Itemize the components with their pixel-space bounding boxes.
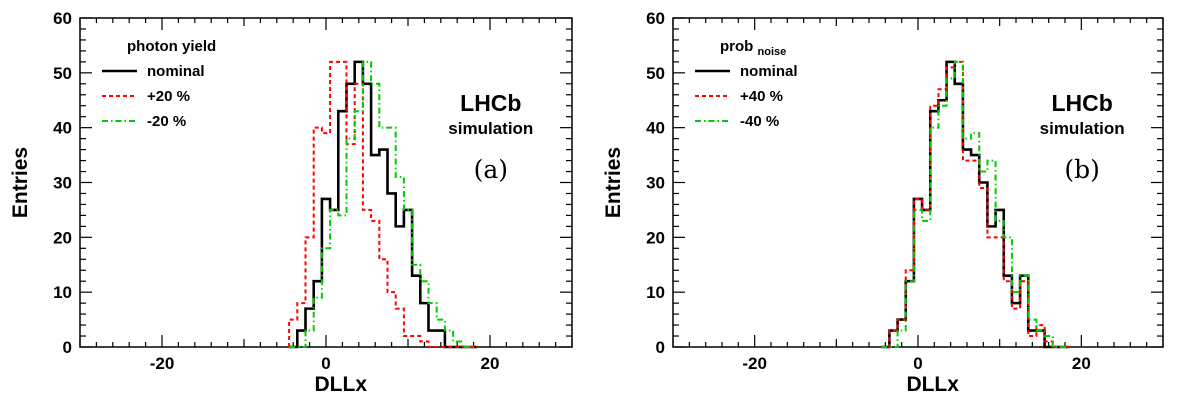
y-axis-title: Entries: [602, 147, 625, 218]
panel-label: (b): [1064, 155, 1100, 184]
y-axis-ticks: [80, 17, 572, 348]
x-axis-tick-labels: -20 0 20: [742, 354, 1090, 373]
legend-entry-minus: -20 %: [147, 113, 186, 130]
legend-entry-plus: +20 %: [147, 88, 190, 105]
y-tick-label: 40: [646, 119, 665, 138]
simulation-label: simulation: [448, 119, 533, 138]
x-axis-title: DLLx: [315, 373, 368, 396]
legend-entry-minus: -40 %: [740, 113, 779, 130]
x-axis-title: DLLx: [906, 373, 959, 396]
legend: prob noise nominal +40 % -40 %: [695, 38, 798, 130]
experiment-label: LHCb: [460, 90, 521, 116]
y-tick-label: 10: [53, 283, 72, 302]
y-tick-label: 0: [63, 338, 72, 357]
y-tick-label: 0: [656, 338, 665, 357]
experiment-label: LHCb: [1051, 90, 1112, 116]
x-tick-label: -20: [742, 354, 767, 373]
y-axis-tick-labels: 0 10 20 30 40 50 60: [53, 9, 72, 357]
y-tick-label: 60: [646, 9, 665, 28]
y-axis-tick-labels: 0 10 20 30 40 50 60: [646, 9, 665, 357]
x-axis-tick-labels: -20 0 20: [150, 354, 500, 373]
y-axis-ticks: [673, 17, 1163, 348]
y-tick-label: 50: [53, 64, 72, 83]
histogram-panel-a: -20 0 20 0 10 20 30 40 50 60 DLLx Entries photon…: [9, 9, 573, 396]
y-tick-label: 30: [646, 174, 665, 193]
legend-title-main: prob: [720, 38, 753, 55]
y-tick-label: 50: [646, 64, 665, 83]
legend-entry-nominal: nominal: [147, 63, 205, 80]
x-tick-label: -20: [150, 354, 175, 373]
histogram-panel-b: -20 0 20 0 10 20 30 40 50 60 DLLx Entries prob n…: [602, 9, 1164, 396]
x-axis-ticks: [79, 18, 573, 347]
x-tick-label: 0: [913, 354, 922, 373]
y-tick-label: 40: [53, 119, 72, 138]
series-layer: [881, 60, 1070, 349]
series-line-dashdot: [881, 60, 1070, 348]
y-tick-label: 10: [646, 283, 665, 302]
series-line-dashdot: [289, 60, 478, 348]
y-tick-label: 20: [646, 228, 665, 247]
x-tick-label: 20: [481, 354, 500, 373]
series-layer: [288, 60, 478, 349]
series-line-solid: [289, 60, 478, 349]
series-line-dashed: [288, 60, 478, 348]
y-axis-title: Entries: [9, 147, 32, 218]
legend-title-sub: noise: [758, 46, 787, 58]
legend-title-main: photon yield: [127, 38, 216, 55]
series-line-solid: [881, 60, 1070, 349]
y-tick-label: 30: [53, 174, 72, 193]
y-tick-label: 60: [53, 9, 72, 28]
panel-label: (a): [474, 155, 508, 184]
x-tick-label: 0: [321, 354, 330, 373]
legend-title: photon yield: [127, 38, 216, 55]
simulation-label: simulation: [1040, 119, 1125, 138]
legend-entry-nominal: nominal: [740, 63, 798, 80]
legend: photon yield nominal +20 % -20 %: [102, 38, 216, 130]
y-tick-label: 20: [53, 228, 72, 247]
legend-entry-plus: +40 %: [740, 88, 783, 105]
legend-title: prob noise: [720, 38, 786, 58]
series-line-dashed: [881, 60, 1070, 348]
x-tick-label: 20: [1072, 354, 1091, 373]
